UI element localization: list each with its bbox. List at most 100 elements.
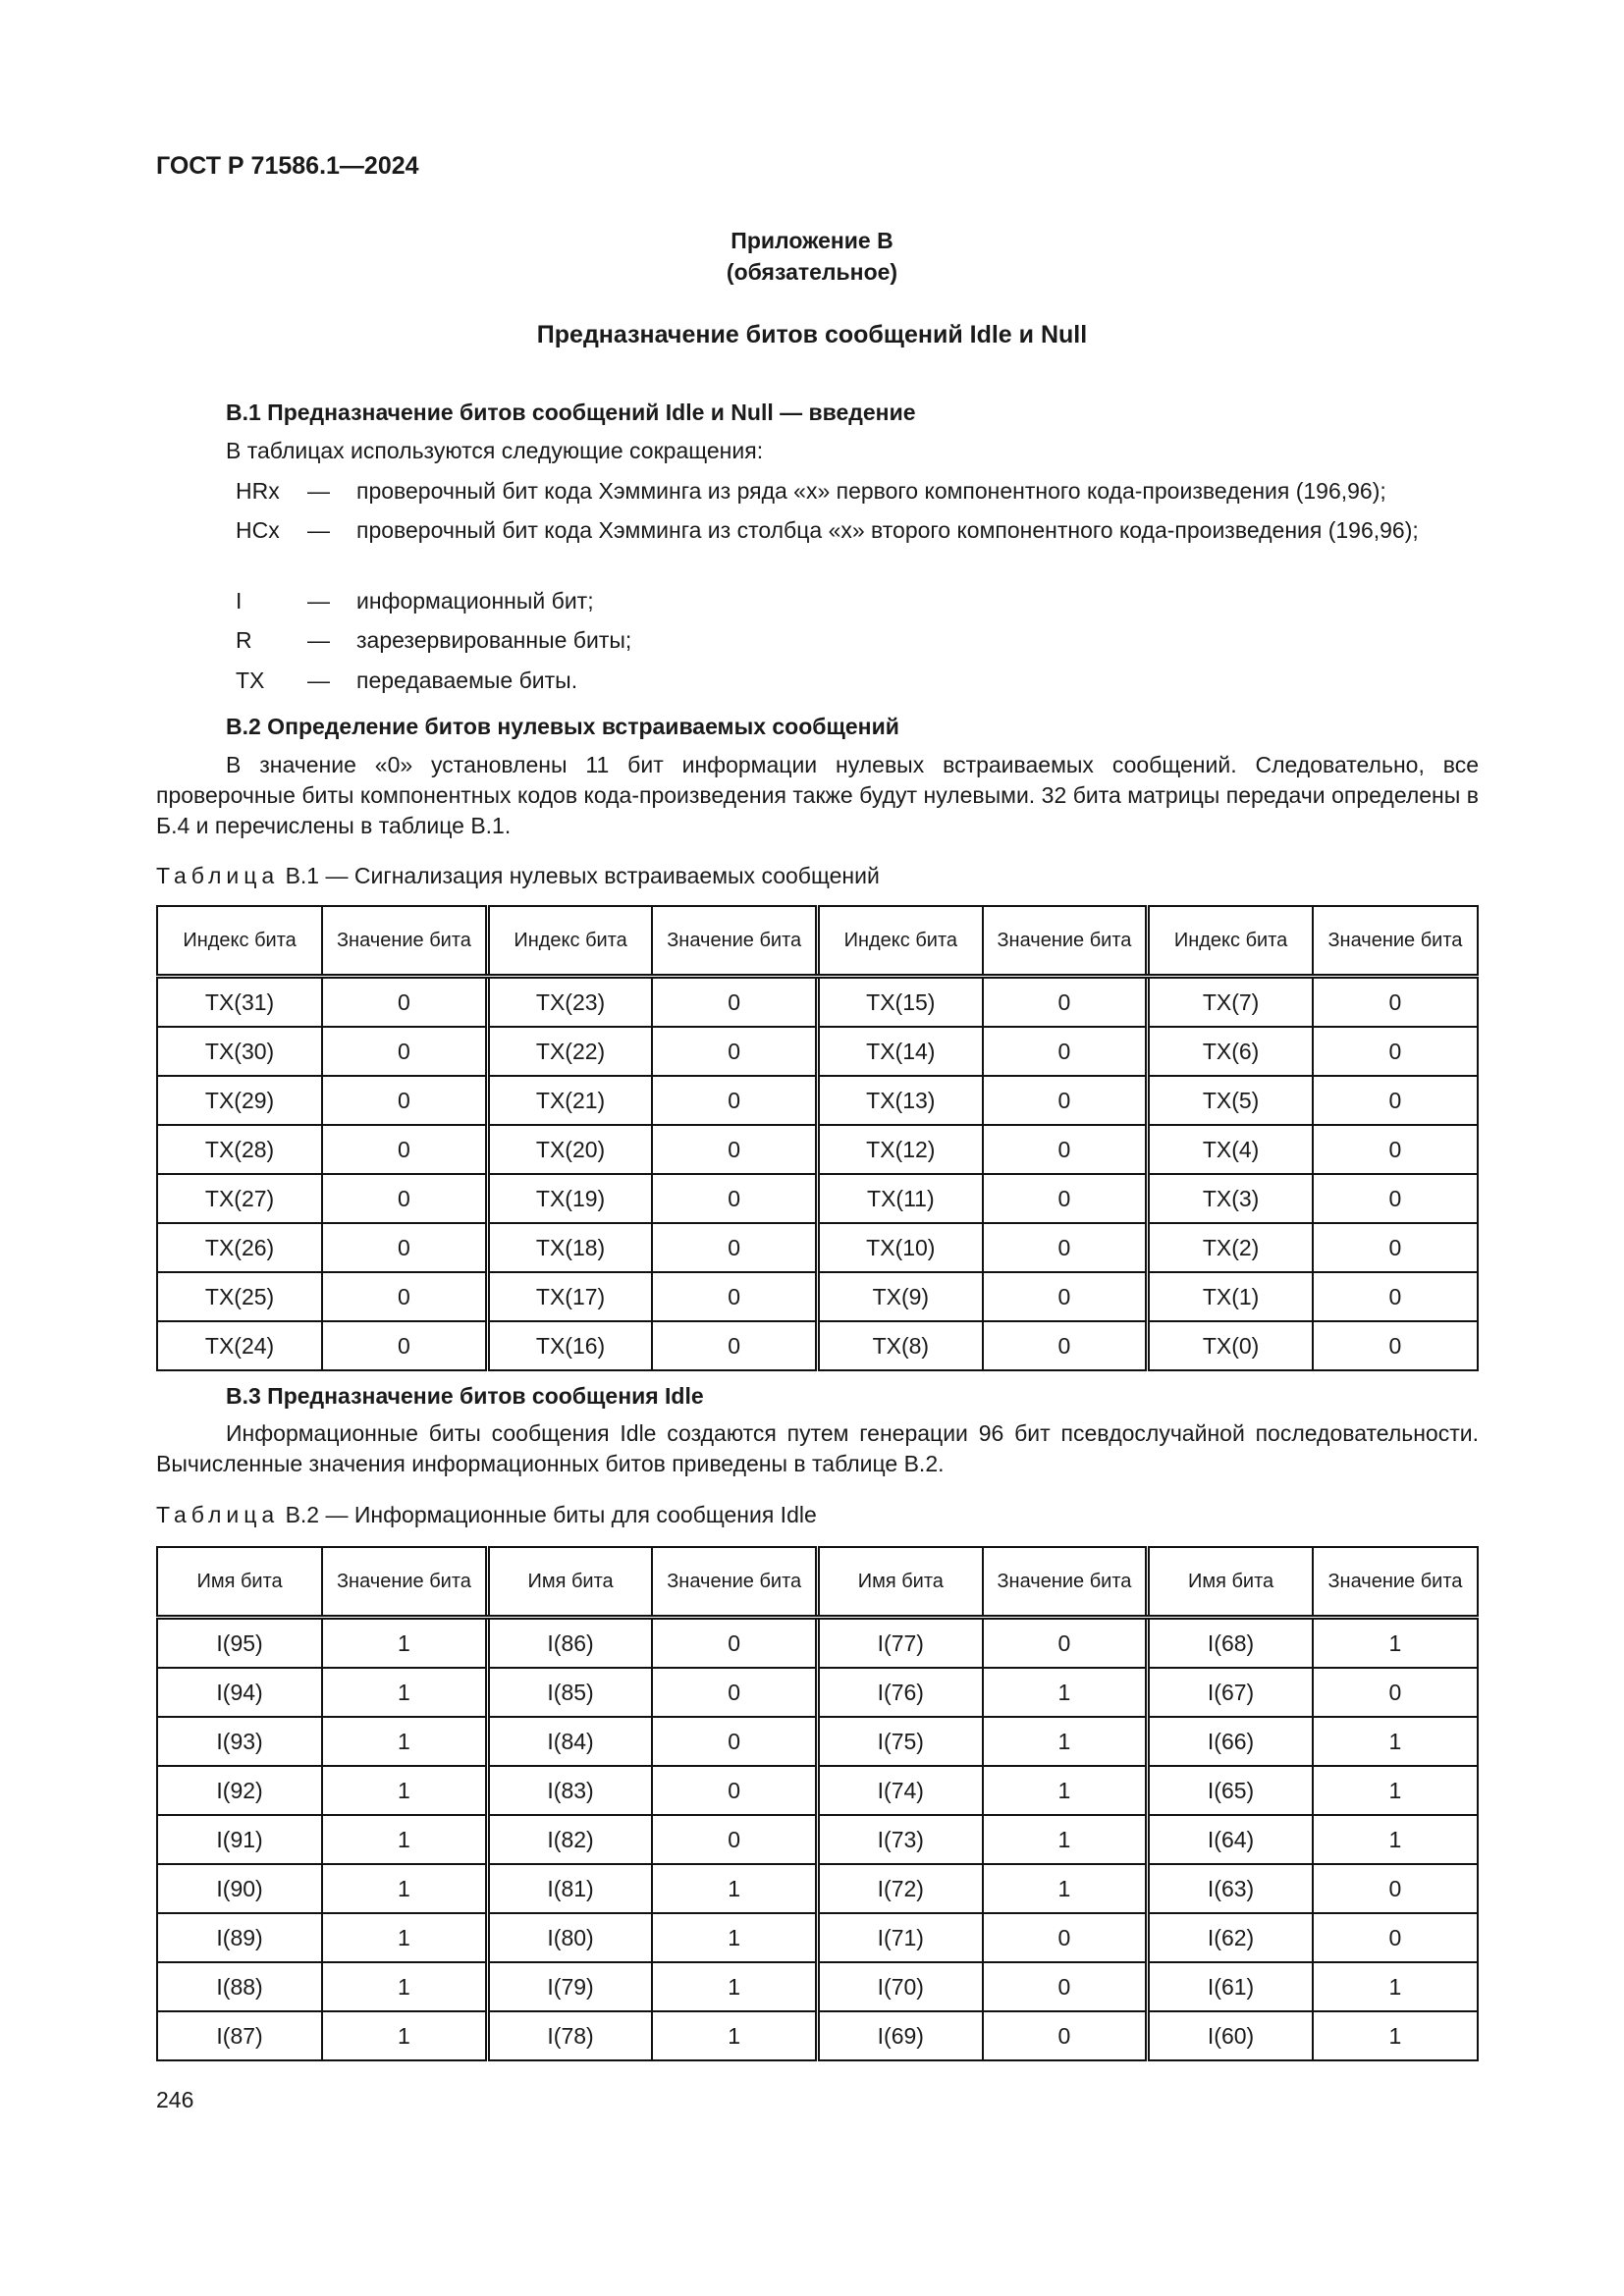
bit-name-cell: I(64) bbox=[1145, 1814, 1314, 1865]
table-row: TX(24) 0 TX(16) 0 TX(8) 0 TX(0) 0 bbox=[155, 1320, 1480, 1371]
table-row: I(87) 1 I(78) 1 I(69) 0 I(60) 1 bbox=[155, 2010, 1480, 2061]
bit-name-cell: I(87) bbox=[155, 2010, 324, 2061]
bit-name-cell: I(78) bbox=[484, 2010, 654, 2061]
bit-value-cell: 0 bbox=[981, 1075, 1149, 1126]
bit-value-cell: 0 bbox=[981, 1124, 1149, 1175]
table-row: TX(28) 0 TX(20) 0 TX(12) 0 TX(4) 0 bbox=[155, 1124, 1480, 1175]
bit-value-cell: 1 bbox=[321, 1667, 489, 1718]
appendix-title: Предназначение битов сообщений Idle и Nu… bbox=[536, 321, 1088, 348]
column-header: Индекс бита bbox=[814, 905, 984, 979]
column-header: Значение бита bbox=[981, 1546, 1149, 1620]
bit-value-cell: 0 bbox=[321, 1173, 489, 1224]
bit-name-cell: TX(2) bbox=[1145, 1222, 1314, 1273]
table-b1: Индекс бита Значение бита Индекс бита Значе… bbox=[155, 905, 1480, 1371]
bit-name-cell: I(62) bbox=[1145, 1912, 1314, 1963]
abbr-term: HCx bbox=[236, 517, 280, 543]
bit-value-cell: 0 bbox=[981, 1320, 1149, 1371]
bit-value-cell: 0 bbox=[1311, 1075, 1480, 1126]
bit-value-cell: 0 bbox=[981, 2010, 1149, 2061]
bit-name-cell: I(68) bbox=[1145, 1616, 1314, 1669]
abbr-definition: проверочный бит кода Хэмминга из столбца… bbox=[356, 517, 1419, 543]
table-header-row: Индекс бита Значение бита Индекс бита Значе… bbox=[155, 905, 1480, 979]
column-header: Имя бита bbox=[1145, 1546, 1314, 1620]
table-b2: Имя бита Значение бита Имя бита Значение би… bbox=[155, 1546, 1480, 2061]
bit-value-cell: 0 bbox=[321, 1222, 489, 1273]
bit-name-cell: TX(15) bbox=[814, 975, 984, 1028]
appendix-label: Приложение В bbox=[731, 228, 893, 253]
bit-name-cell: I(82) bbox=[484, 1814, 654, 1865]
bit-value-cell: 0 bbox=[651, 1667, 819, 1718]
bit-name-cell: I(89) bbox=[155, 1912, 324, 1963]
bit-value-cell: 0 bbox=[321, 1124, 489, 1175]
bit-value-cell: 0 bbox=[1311, 1320, 1480, 1371]
section-b2-heading: В.2 Определение битов нулевых встраиваем… bbox=[226, 714, 899, 739]
bit-name-cell: I(77) bbox=[814, 1616, 984, 1669]
bit-name-cell: TX(30) bbox=[155, 1026, 324, 1077]
bit-name-cell: TX(9) bbox=[814, 1271, 984, 1322]
bit-value-cell: 0 bbox=[1311, 1667, 1480, 1718]
bit-name-cell: I(95) bbox=[155, 1616, 324, 1669]
bit-name-cell: TX(7) bbox=[1145, 975, 1314, 1028]
bit-value-cell: 1 bbox=[651, 2010, 819, 2061]
bit-value-cell: 1 bbox=[981, 1716, 1149, 1767]
table-row: I(89) 1 I(80) 1 I(71) 0 I(62) 0 bbox=[155, 1912, 1480, 1963]
section-b3-paragraph: Информационные биты сообщения Idle созда… bbox=[156, 1420, 1479, 1476]
bit-name-cell: TX(11) bbox=[814, 1173, 984, 1224]
bit-name-cell: I(76) bbox=[814, 1667, 984, 1718]
bit-value-cell: 0 bbox=[981, 1616, 1149, 1669]
bit-value-cell: 1 bbox=[321, 1716, 489, 1767]
bit-name-cell: TX(3) bbox=[1145, 1173, 1314, 1224]
bit-name-cell: I(72) bbox=[814, 1863, 984, 1914]
bit-value-cell: 0 bbox=[1311, 1026, 1480, 1077]
bit-name-cell: I(93) bbox=[155, 1716, 324, 1767]
table-header-row: Имя бита Значение бита Имя бита Значение би… bbox=[155, 1546, 1480, 1620]
bit-value-cell: 1 bbox=[321, 2010, 489, 2061]
bit-value-cell: 0 bbox=[651, 1124, 819, 1175]
bit-name-cell: TX(10) bbox=[814, 1222, 984, 1273]
bit-value-cell: 1 bbox=[1311, 1616, 1480, 1669]
table-row: I(93) 1 I(84) 0 I(75) 1 I(66) 1 bbox=[155, 1716, 1480, 1767]
bit-name-cell: I(79) bbox=[484, 1961, 654, 2012]
table-row: I(95) 1 I(86) 0 I(77) 0 I(68) 1 bbox=[155, 1616, 1480, 1669]
bit-value-cell: 1 bbox=[981, 1814, 1149, 1865]
bit-value-cell: 0 bbox=[651, 1026, 819, 1077]
table-row: I(92) 1 I(83) 0 I(74) 1 I(65) 1 bbox=[155, 1765, 1480, 1816]
appendix-status: (обязательное) bbox=[726, 259, 898, 285]
column-header: Индекс бита bbox=[1145, 905, 1314, 979]
bit-name-cell: TX(20) bbox=[484, 1124, 654, 1175]
bit-name-cell: TX(6) bbox=[1145, 1026, 1314, 1077]
bit-name-cell: I(67) bbox=[1145, 1667, 1314, 1718]
table-row: I(94) 1 I(85) 0 I(76) 1 I(67) 0 bbox=[155, 1667, 1480, 1718]
bit-name-cell: TX(4) bbox=[1145, 1124, 1314, 1175]
bit-value-cell: 1 bbox=[321, 1961, 489, 2012]
bit-name-cell: I(85) bbox=[484, 1667, 654, 1718]
table-b1-caption: Таблица В.1 — Сигнализация нулевых встра… bbox=[156, 863, 880, 889]
section-b3-heading: В.3 Предназначение битов сообщения Idle bbox=[226, 1383, 704, 1409]
bit-value-cell: 0 bbox=[651, 1271, 819, 1322]
bit-name-cell: I(86) bbox=[484, 1616, 654, 1669]
table-b2-caption: Таблица В.2 — Информационные биты для со… bbox=[156, 1502, 817, 1528]
table-caption-word: Таблица bbox=[156, 1502, 280, 1527]
bit-value-cell: 0 bbox=[981, 1271, 1149, 1322]
column-header: Значение бита bbox=[1311, 905, 1480, 979]
table-caption-word: Таблица bbox=[156, 863, 280, 888]
column-header: Имя бита bbox=[155, 1546, 324, 1620]
bit-name-cell: TX(8) bbox=[814, 1320, 984, 1371]
bit-name-cell: TX(22) bbox=[484, 1026, 654, 1077]
bit-value-cell: 0 bbox=[651, 1765, 819, 1816]
page-number: 246 bbox=[156, 2087, 194, 2112]
bit-name-cell: I(92) bbox=[155, 1765, 324, 1816]
column-header: Значение бита bbox=[651, 1546, 819, 1620]
bit-value-cell: 0 bbox=[1311, 1124, 1480, 1175]
bit-name-cell: TX(26) bbox=[155, 1222, 324, 1273]
bit-name-cell: I(90) bbox=[155, 1863, 324, 1914]
bit-name-cell: I(66) bbox=[1145, 1716, 1314, 1767]
bit-name-cell: TX(31) bbox=[155, 975, 324, 1028]
bit-value-cell: 1 bbox=[1311, 1716, 1480, 1767]
bit-name-cell: TX(25) bbox=[155, 1271, 324, 1322]
column-header: Значение бита bbox=[321, 905, 489, 979]
table-row: TX(27) 0 TX(19) 0 TX(11) 0 TX(3) 0 bbox=[155, 1173, 1480, 1224]
abbr-definition: передаваемые биты. bbox=[356, 667, 578, 693]
bit-name-cell: I(69) bbox=[814, 2010, 984, 2061]
bit-name-cell: I(81) bbox=[484, 1863, 654, 1914]
